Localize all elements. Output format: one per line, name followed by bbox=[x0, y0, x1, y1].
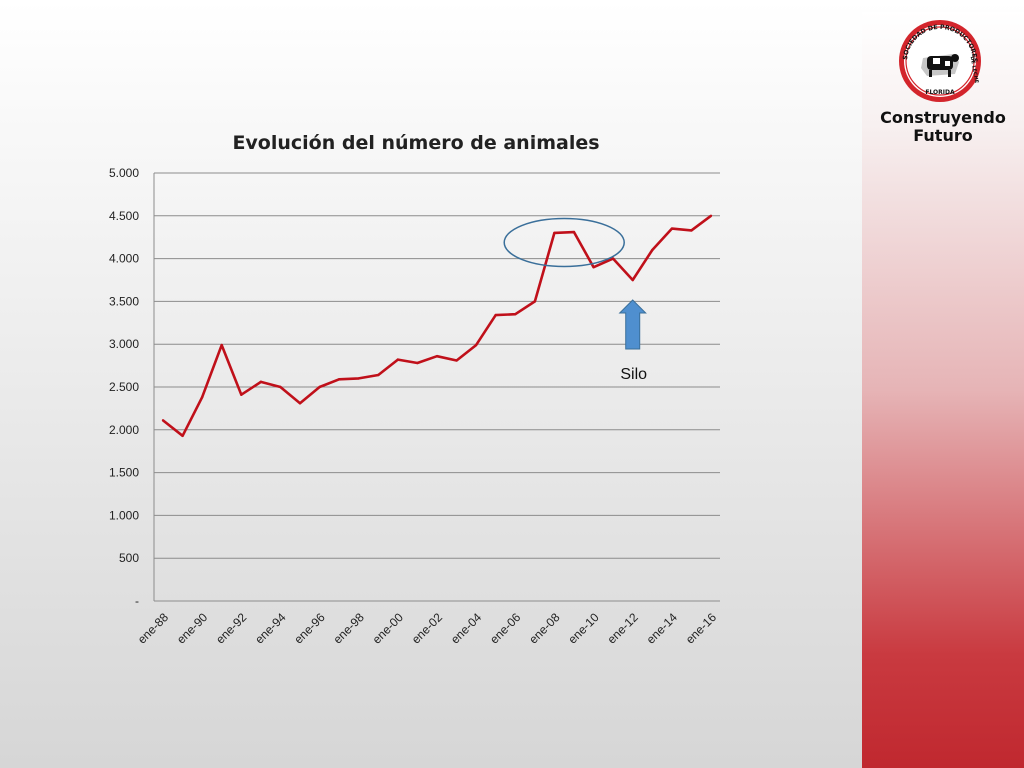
series-layer bbox=[161, 214, 713, 438]
data-point bbox=[455, 359, 458, 362]
cow-icon bbox=[921, 54, 959, 77]
x-tick-label: ene-92 bbox=[213, 610, 250, 647]
annotations: Silo bbox=[503, 217, 647, 383]
data-point bbox=[161, 419, 165, 422]
data-point bbox=[631, 278, 634, 282]
y-tick-label: 3.000 bbox=[109, 337, 139, 351]
data-point bbox=[709, 214, 713, 217]
grid-lines bbox=[154, 172, 720, 602]
y-tick-label: 4.000 bbox=[109, 252, 139, 266]
x-tick-label: ene-02 bbox=[409, 610, 446, 647]
y-tick-label: 5.000 bbox=[109, 166, 139, 180]
y-tick-label: 1.500 bbox=[109, 466, 139, 480]
x-tick-label: ene-14 bbox=[644, 610, 681, 647]
y-tick-label: 2.000 bbox=[109, 423, 139, 437]
y-tick-labels: - 500 1.000 1.500 2.000 2.500 3.000 3.500 4.000 4… bbox=[109, 166, 139, 608]
data-point bbox=[572, 230, 576, 234]
data-point bbox=[298, 402, 302, 405]
y-tick-label: 2.500 bbox=[109, 380, 139, 394]
seal-text-right: DE LECHE bbox=[969, 56, 980, 84]
brand-seal-logo: SOCIEDAD DE PRODUCTORES DE LECHE FLORIDA bbox=[899, 20, 981, 102]
x-tick-label: ene-04 bbox=[448, 610, 485, 647]
x-tick-label: ene-00 bbox=[370, 610, 407, 647]
data-point bbox=[357, 377, 360, 380]
x-tick-label: ene-90 bbox=[174, 610, 211, 647]
x-tick-label: ene-98 bbox=[331, 610, 368, 647]
brand-side-band bbox=[862, 12, 1024, 768]
data-point bbox=[533, 300, 537, 303]
y-tick-label: 3.500 bbox=[109, 294, 139, 308]
data-point bbox=[220, 343, 223, 347]
brand-line-1: Construyendo bbox=[880, 108, 1006, 127]
x-tick-label: ene-08 bbox=[526, 610, 563, 647]
data-point bbox=[651, 248, 654, 252]
data-point bbox=[259, 380, 263, 384]
data-point bbox=[337, 378, 341, 381]
silo-label: Silo bbox=[620, 366, 647, 383]
data-point bbox=[514, 313, 517, 316]
data-point bbox=[670, 227, 674, 230]
highlight-ellipse bbox=[503, 217, 625, 268]
data-point bbox=[318, 385, 321, 389]
data-point bbox=[279, 385, 282, 389]
data-point bbox=[240, 393, 243, 396]
seal-text-bottom: FLORIDA bbox=[925, 89, 955, 96]
data-point bbox=[592, 265, 595, 269]
data-point bbox=[611, 257, 615, 260]
data-point bbox=[474, 343, 478, 347]
x-tick-label: ene-88 bbox=[135, 610, 172, 647]
x-tick-label: ene-16 bbox=[683, 610, 720, 647]
x-tick-label: ene-12 bbox=[605, 610, 642, 647]
silo-arrow bbox=[618, 299, 647, 350]
data-point bbox=[181, 434, 184, 437]
x-tick-labels: ene-88 ene-90 ene-92 ene-94 ene-96 ene-98 ene-… bbox=[135, 610, 720, 647]
x-tick-label: ene-96 bbox=[291, 610, 328, 647]
x-tick-label: ene-10 bbox=[565, 610, 602, 647]
x-tick-label: ene-94 bbox=[252, 610, 289, 647]
data-point bbox=[435, 354, 439, 358]
data-point bbox=[416, 361, 419, 365]
chart-title: Evolución del número de animales bbox=[232, 132, 599, 154]
y-tick-label: - bbox=[135, 594, 139, 608]
x-tick-label: ene-06 bbox=[487, 610, 524, 647]
data-point bbox=[690, 229, 693, 232]
y-tick-label: 4.500 bbox=[109, 209, 139, 223]
data-point bbox=[377, 373, 380, 377]
brand-line-2: Futuro bbox=[913, 126, 973, 145]
data-point bbox=[553, 231, 556, 235]
data-point bbox=[396, 358, 400, 361]
y-tick-label: 500 bbox=[119, 551, 139, 565]
y-tick-label: 1.000 bbox=[109, 508, 139, 522]
data-point bbox=[494, 313, 497, 317]
data-point bbox=[200, 396, 204, 399]
